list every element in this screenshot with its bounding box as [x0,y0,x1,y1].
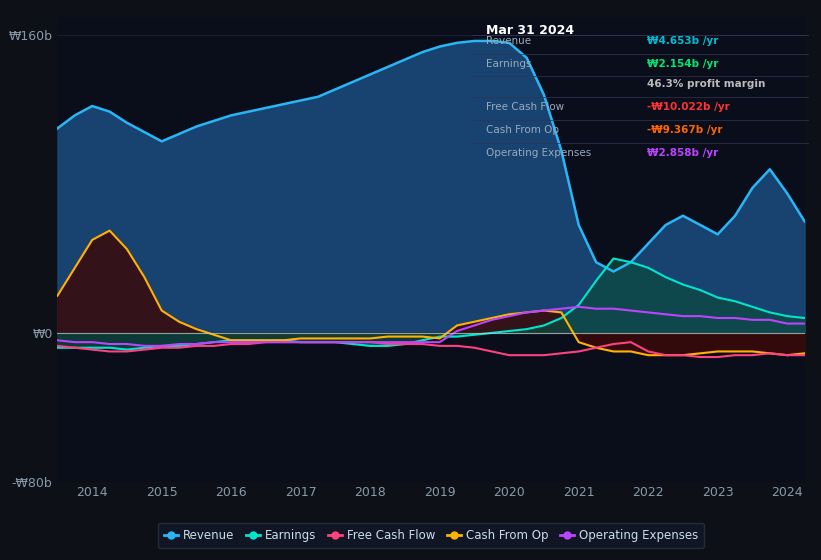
Text: Revenue: Revenue [485,36,530,46]
Text: Cash From Op: Cash From Op [485,125,558,135]
Text: 46.3% profit margin: 46.3% profit margin [647,79,765,89]
Text: ₩2.154b /yr: ₩2.154b /yr [647,59,718,69]
Text: Mar 31 2024: Mar 31 2024 [485,24,574,36]
Text: -₩9.367b /yr: -₩9.367b /yr [647,125,722,135]
Text: ₩4.653b /yr: ₩4.653b /yr [647,36,718,46]
Text: Free Cash Flow: Free Cash Flow [485,102,564,112]
Text: Earnings: Earnings [485,59,531,69]
Text: -₩10.022b /yr: -₩10.022b /yr [647,102,730,112]
Text: ₩2.858b /yr: ₩2.858b /yr [647,148,718,158]
Legend: Revenue, Earnings, Free Cash Flow, Cash From Op, Operating Expenses: Revenue, Earnings, Free Cash Flow, Cash … [158,523,704,548]
Text: Operating Expenses: Operating Expenses [485,148,591,158]
